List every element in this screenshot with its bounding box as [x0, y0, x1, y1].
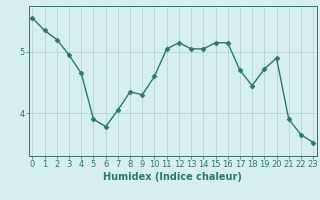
X-axis label: Humidex (Indice chaleur): Humidex (Indice chaleur) — [103, 172, 242, 182]
